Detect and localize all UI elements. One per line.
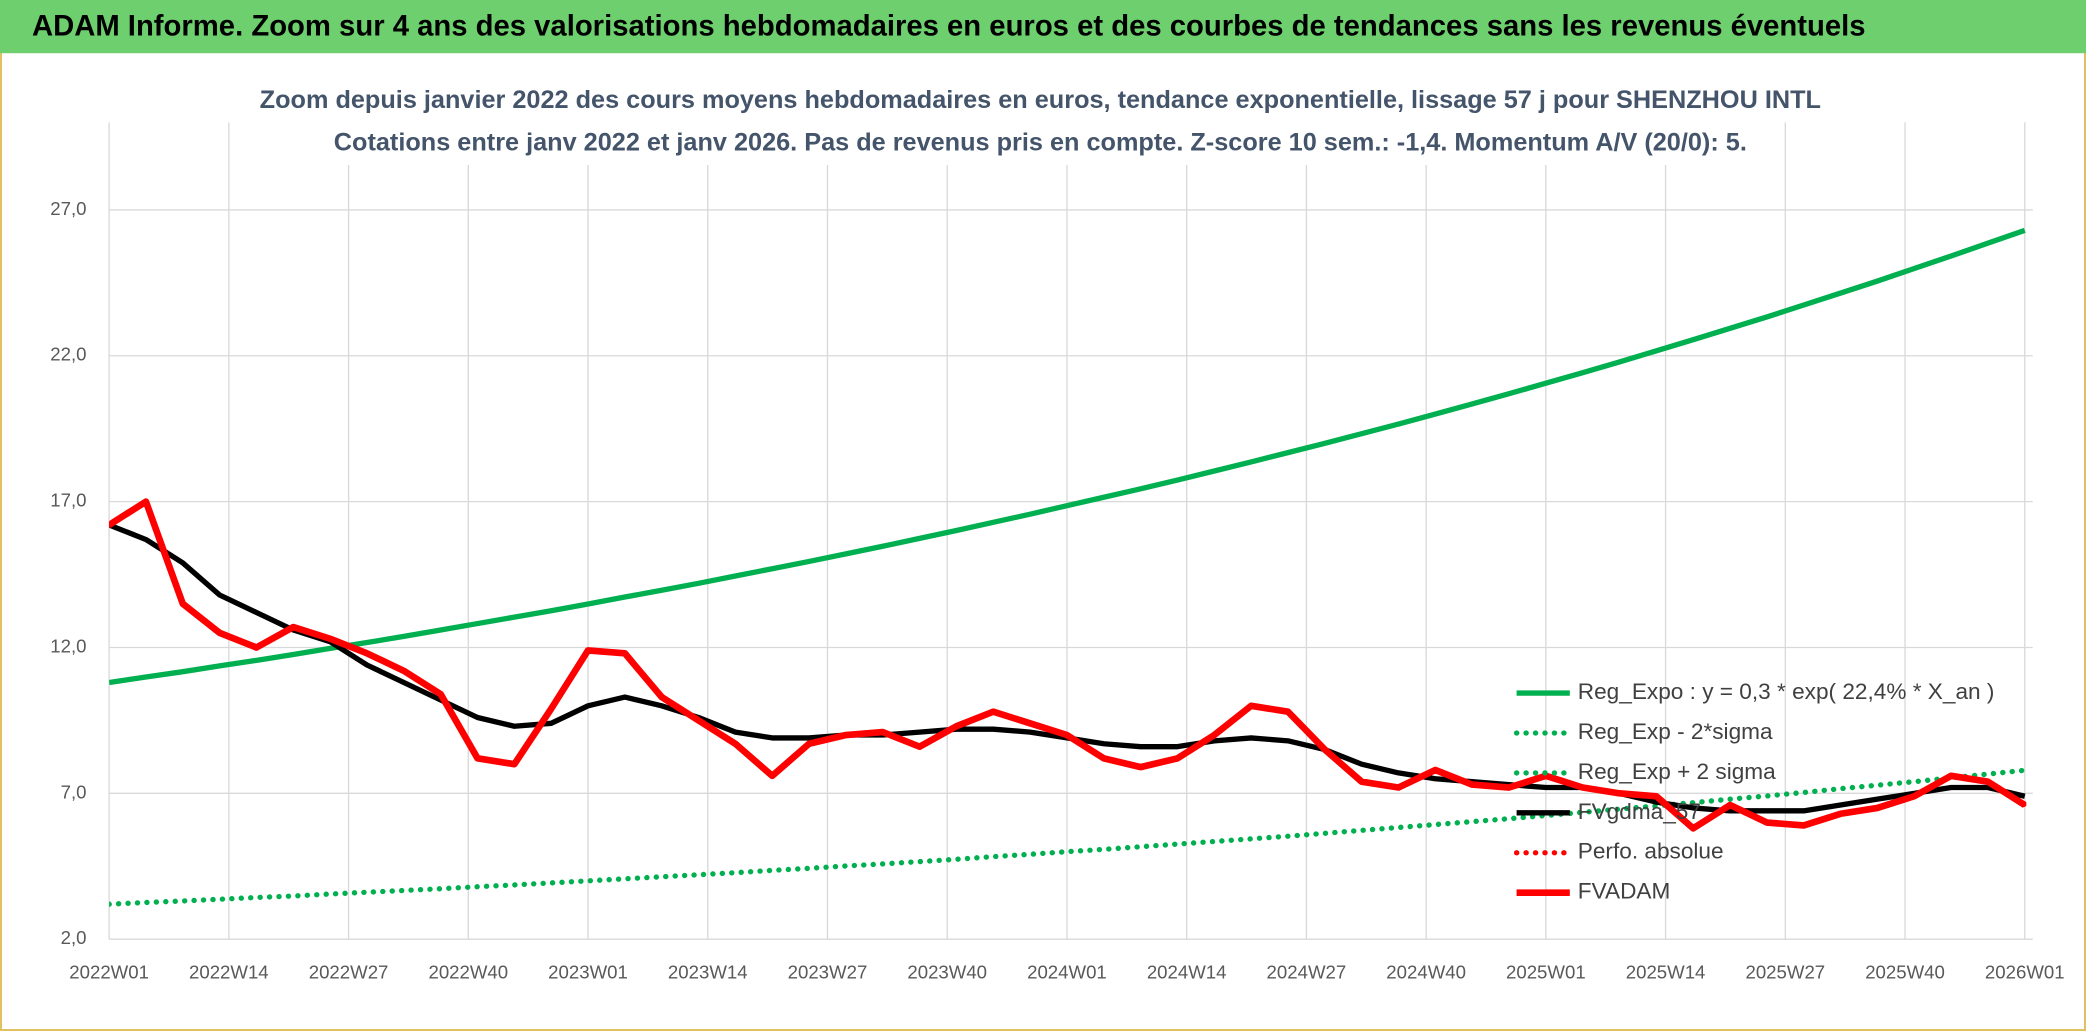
- x-tick-label: 2024W01: [1027, 962, 1107, 983]
- legend-label: Reg_Expo : y = 0,3 * exp( 22,4% * X_an ): [1578, 679, 1995, 704]
- y-tick-label: 12,0: [50, 635, 86, 656]
- y-tick-label: 17,0: [50, 490, 86, 511]
- x-tick-label: 2023W27: [788, 962, 868, 983]
- title-bar: [0, 0, 2086, 54]
- subtitle-box: [312, 79, 1770, 165]
- legend-label: Perfo. absolue: [1578, 839, 1724, 864]
- subtitle: Cotations entre janv 2022 et janv 2026. …: [334, 128, 1747, 156]
- x-tick-label: 2024W27: [1267, 962, 1347, 983]
- series-line: [109, 227, 2026, 686]
- legend-label: FVgdma_57: [1578, 799, 1701, 824]
- x-tick-label: 2025W27: [1745, 962, 1825, 983]
- y-tick-label: 7,0: [61, 781, 87, 802]
- y-tick-label: 22,0: [50, 344, 86, 365]
- x-tick-label: 2023W40: [907, 962, 987, 983]
- chart-title: ADAM Informe. Zoom sur 4 ans des valoris…: [32, 11, 1866, 43]
- x-tick-label: 2022W14: [189, 962, 269, 983]
- legend-label: Reg_Exp - 2*sigma: [1578, 719, 1773, 744]
- x-tick-label: 2023W01: [548, 962, 628, 983]
- x-tick-label: 2023W14: [668, 962, 748, 983]
- series-line: [109, 498, 2027, 832]
- y-tick-label: 27,0: [50, 198, 86, 219]
- x-tick-label: 2025W14: [1626, 962, 1706, 983]
- legend-label: Reg_Exp + 2 sigma: [1578, 759, 1776, 784]
- x-tick-label: 2022W27: [309, 962, 389, 983]
- x-tick-label: 2025W40: [1865, 962, 1945, 983]
- series-line: [109, 767, 2028, 907]
- legend-label: FVADAM: [1578, 879, 1671, 904]
- x-tick-label: 2024W14: [1147, 962, 1227, 983]
- x-tick-label: 2025W01: [1506, 962, 1586, 983]
- plot: [109, 227, 2028, 907]
- subtitle: Zoom depuis janvier 2022 des cours moyen…: [260, 86, 1821, 114]
- x-tick-label: 2022W01: [69, 962, 149, 983]
- y-tick-label: 2,0: [61, 927, 87, 948]
- legend: Reg_Expo : y = 0,3 * exp( 22,4% * X_an )…: [1513, 679, 1995, 904]
- grid: 2,0 7,0 12,0 17,0 22,0 27,0 2022W01 2022W14 2022…: [50, 122, 2065, 983]
- x-tick-label: 2024W40: [1386, 962, 1466, 983]
- x-tick-label: 2022W40: [428, 962, 508, 983]
- x-tick-label: 2026W01: [1985, 962, 2065, 983]
